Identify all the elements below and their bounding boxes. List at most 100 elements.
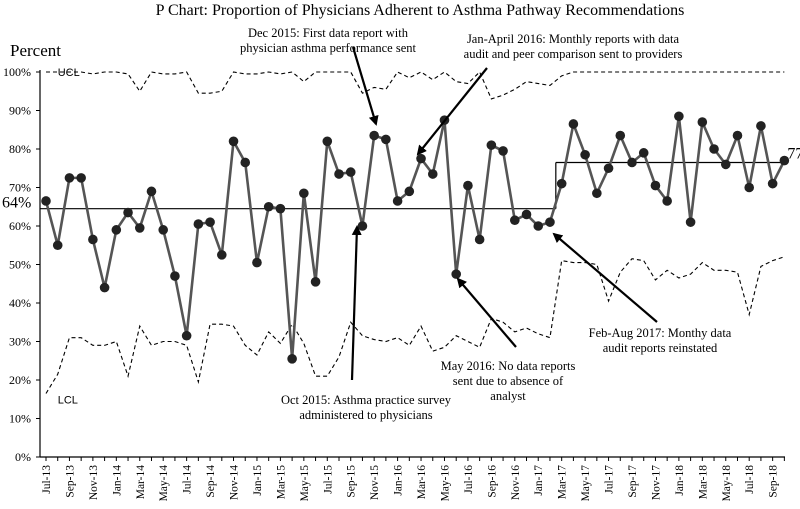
data-point	[451, 269, 462, 279]
data-point	[64, 173, 75, 183]
ucl-line	[46, 71, 785, 100]
x-tick-label: Sep-17	[627, 465, 639, 498]
x-tick-label: Jan-18	[674, 465, 686, 496]
y-tick-label: 0%	[15, 450, 31, 464]
annotations: Dec 2015: First data report withphysicia…	[240, 26, 732, 422]
data-point	[627, 157, 637, 168]
x-tick-label: Nov-13	[88, 465, 100, 500]
data-point	[779, 155, 790, 166]
data-point	[533, 221, 544, 231]
annotation-text: analyst	[490, 389, 526, 403]
x-tick-label: Mar-14	[135, 465, 147, 500]
data-point	[592, 188, 602, 199]
x-ticks: Jul-13 Sep-13 Nov-13 Jan-14 Mar-14 May-14 Jul-…	[41, 457, 785, 502]
annotation-arrow	[416, 67, 488, 156]
x-tick-label: Jul-14	[182, 465, 194, 494]
annotation-text: physician asthma performance sent	[240, 41, 417, 55]
data-point	[228, 136, 239, 147]
x-tick-label: Jul-17	[604, 465, 616, 494]
data-point	[545, 217, 555, 227]
data-point	[88, 234, 98, 245]
data-point	[474, 234, 485, 245]
data-point	[158, 225, 168, 235]
data-point	[310, 277, 321, 287]
x-tick-label: Nov-14	[229, 465, 241, 500]
x-tick-label: Jul-16	[463, 465, 475, 494]
data-point	[427, 169, 438, 179]
annotation-text: administered to physicians	[299, 408, 432, 422]
x-tick-label: May-15	[299, 465, 311, 502]
y-tick-label: 20%	[9, 373, 31, 387]
y-tick-label: 90%	[9, 104, 31, 118]
annotation-text: sent due to absence of	[453, 374, 564, 388]
data-point	[756, 121, 766, 131]
data-point	[205, 217, 215, 227]
data-point	[146, 186, 157, 197]
annotation-arrow	[351, 46, 379, 126]
x-tick-label: Nov-16	[510, 465, 522, 500]
y-tick-label: 30%	[9, 335, 31, 349]
x-tick-label: Mar-16	[416, 465, 428, 500]
data-point	[697, 117, 708, 127]
y-tick-label: 80%	[9, 142, 31, 156]
data-point	[369, 130, 379, 141]
x-tick-label: Sep-18	[768, 465, 780, 498]
x-tick-label: Mar-18	[697, 465, 709, 500]
x-tick-label: Sep-15	[346, 465, 358, 498]
x-tick-label: Jul-15	[322, 465, 334, 494]
data-point	[334, 169, 344, 179]
y-tick-label: 100%	[3, 65, 31, 79]
data-point	[41, 196, 51, 206]
data-point	[111, 225, 122, 235]
data-point	[392, 196, 403, 206]
data-point	[486, 140, 497, 150]
x-tick-label: May-18	[721, 465, 733, 502]
annotation-text: audit reports reinstated	[603, 341, 718, 355]
data-point	[720, 159, 731, 170]
data-point	[123, 207, 133, 218]
data-point	[287, 354, 297, 364]
x-tick-label: May-16	[439, 465, 451, 502]
y-axis-label: Percent	[10, 41, 61, 60]
x-tick-label: Sep-14	[205, 465, 217, 498]
x-tick-label: Jul-18	[744, 465, 756, 494]
annotation-arrow	[552, 232, 658, 323]
y-ticks: 0% 10% 20% 30% 40% 50% 60% 70% 80% 90% 100%	[3, 65, 40, 464]
data-point	[134, 223, 145, 233]
y-tick-label: 50%	[9, 258, 31, 272]
data-point	[345, 167, 356, 177]
x-tick-label: Jan-15	[252, 465, 264, 496]
x-tick-label: Sep-13	[64, 465, 76, 498]
data-series	[41, 111, 790, 364]
data-point	[498, 146, 508, 156]
data-point	[510, 215, 520, 226]
annotation-text: Feb-Aug 2017: Monthy data	[589, 326, 732, 340]
data-point	[767, 178, 778, 189]
data-point	[650, 180, 661, 191]
annotation-text: May 2016: No data reports	[441, 359, 576, 373]
data-point	[322, 136, 333, 147]
data-point	[463, 180, 473, 191]
data-point	[568, 119, 579, 129]
center-end-label: 77%	[787, 145, 800, 162]
data-point	[52, 240, 63, 251]
data-point	[521, 209, 532, 220]
data-point	[299, 188, 309, 199]
data-point	[252, 257, 262, 268]
data-point	[615, 130, 626, 141]
data-point	[217, 250, 227, 260]
data-point	[709, 144, 719, 154]
x-tick-label: May-14	[158, 465, 170, 502]
series-line	[44, 116, 786, 359]
annotation-arrow	[456, 277, 517, 348]
x-tick-label: Jan-14	[111, 465, 123, 496]
y-tick-label: 60%	[9, 219, 31, 233]
data-point	[603, 163, 614, 174]
x-tick-label: Jan-16	[393, 465, 405, 496]
data-point	[685, 217, 696, 227]
x-tick-label: Nov-17	[650, 465, 662, 500]
data-point	[662, 196, 672, 206]
center-start-label: 64%	[2, 195, 31, 212]
data-point	[580, 149, 590, 160]
